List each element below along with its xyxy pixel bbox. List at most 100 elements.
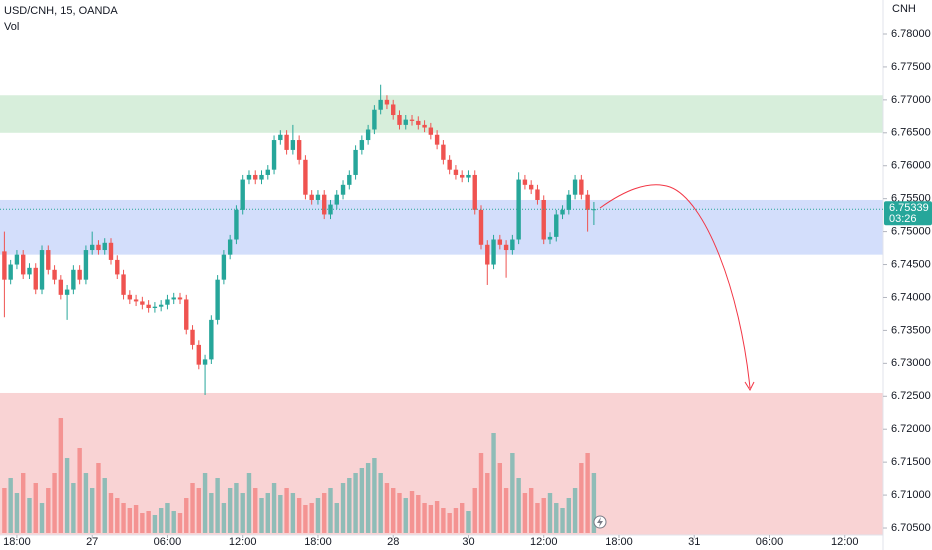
volume-bar [33,483,38,533]
candle-body [146,304,151,309]
volume-bar [516,478,521,533]
candle-body [322,194,327,215]
candle-body [459,174,465,178]
volume-bar [591,473,597,533]
candle-body [290,140,296,150]
candle-body [46,250,51,270]
volume-bar [372,458,377,533]
volume-bar [510,453,515,533]
candle-body [96,244,101,251]
volume-bar [322,493,327,533]
candle-body [102,242,107,251]
candle-body [64,289,70,295]
y-tick-label: 6.76500 [891,127,931,139]
candle-body [472,174,477,210]
zone [0,95,883,133]
x-tick-label: 18:00 [3,536,31,548]
volume-bar [190,483,195,533]
volume-bar [202,473,208,533]
volume-bar [8,478,13,533]
candle-body [52,269,57,280]
volume-bar [171,511,176,533]
candle-body [378,99,383,110]
volume-bar [296,498,302,533]
candle-body [121,274,126,295]
candle-body [265,169,270,175]
candle-body [284,134,289,150]
candle-body [296,140,302,160]
candle-body [71,269,76,290]
candle-body [365,129,371,141]
y-tick-label: 6.78000 [891,28,931,40]
volume-bar [14,493,20,533]
volume-bar [522,493,528,533]
candle-body [240,179,245,210]
volume-bar [547,493,553,533]
candle-body [303,159,308,195]
candle-body [491,239,496,265]
volume-bar [416,495,421,533]
candle-body [58,279,64,295]
volume-bar [240,493,245,533]
candle-body [209,319,214,360]
candle-body [253,174,258,180]
candle-body [572,179,578,195]
volume-bar [384,483,390,533]
volume-bar [378,473,383,533]
x-tick-label: 06:00 [756,536,784,548]
x-tick-label: 27 [86,536,98,548]
candle-body [215,279,220,320]
candle-body [315,194,321,200]
volume-bar [353,473,358,533]
candle-body [560,209,565,215]
volume-bar [64,458,70,533]
candle-body [347,174,352,185]
x-tick-label: 12:00 [530,536,558,548]
candle-body [33,267,38,290]
volume-bar [184,498,189,533]
volume-bar [403,498,408,533]
volume-pane [2,418,597,533]
countdown-label: 03:26 [889,213,917,225]
y-tick-label: 6.74500 [891,258,931,270]
candle-body [497,239,503,245]
candle-body [359,140,365,150]
volume-bar [365,463,371,533]
candle-body [391,104,396,116]
volume-bar [27,498,32,533]
volume-bar [579,463,584,533]
candle-body [115,259,120,275]
candle-body [202,359,208,365]
volume-bar [290,493,296,533]
candle-body [522,179,528,185]
candle-body [528,184,534,190]
candle-body [447,159,452,170]
candle-body [196,344,202,365]
candle-body [579,179,584,195]
volume-bar [177,513,183,533]
candle-body [14,254,20,265]
volume-bar [39,503,45,533]
candle-body [428,127,434,135]
volume-bar [585,453,590,533]
y-tick-label: 6.76000 [891,160,931,172]
volume-bar [303,505,308,533]
candle-body [353,149,358,175]
volume-bar [165,503,170,533]
y-tick-label: 6.74000 [891,291,931,303]
volume-bar [347,478,352,533]
candle-body [585,194,590,210]
candle-body [246,174,252,180]
volume-bar [528,488,534,533]
volume-bar [441,508,446,533]
volume-bar [140,513,145,533]
candle-body [184,299,189,330]
volume-bar [503,488,509,533]
y-tick-label: 6.72000 [891,423,931,435]
candle-body [271,140,277,170]
volume-bar [52,473,57,533]
y-tick-label: 6.71000 [891,489,931,501]
last-price-label: 6.75339 [889,202,929,214]
y-tick-label: 6.71500 [891,456,931,468]
